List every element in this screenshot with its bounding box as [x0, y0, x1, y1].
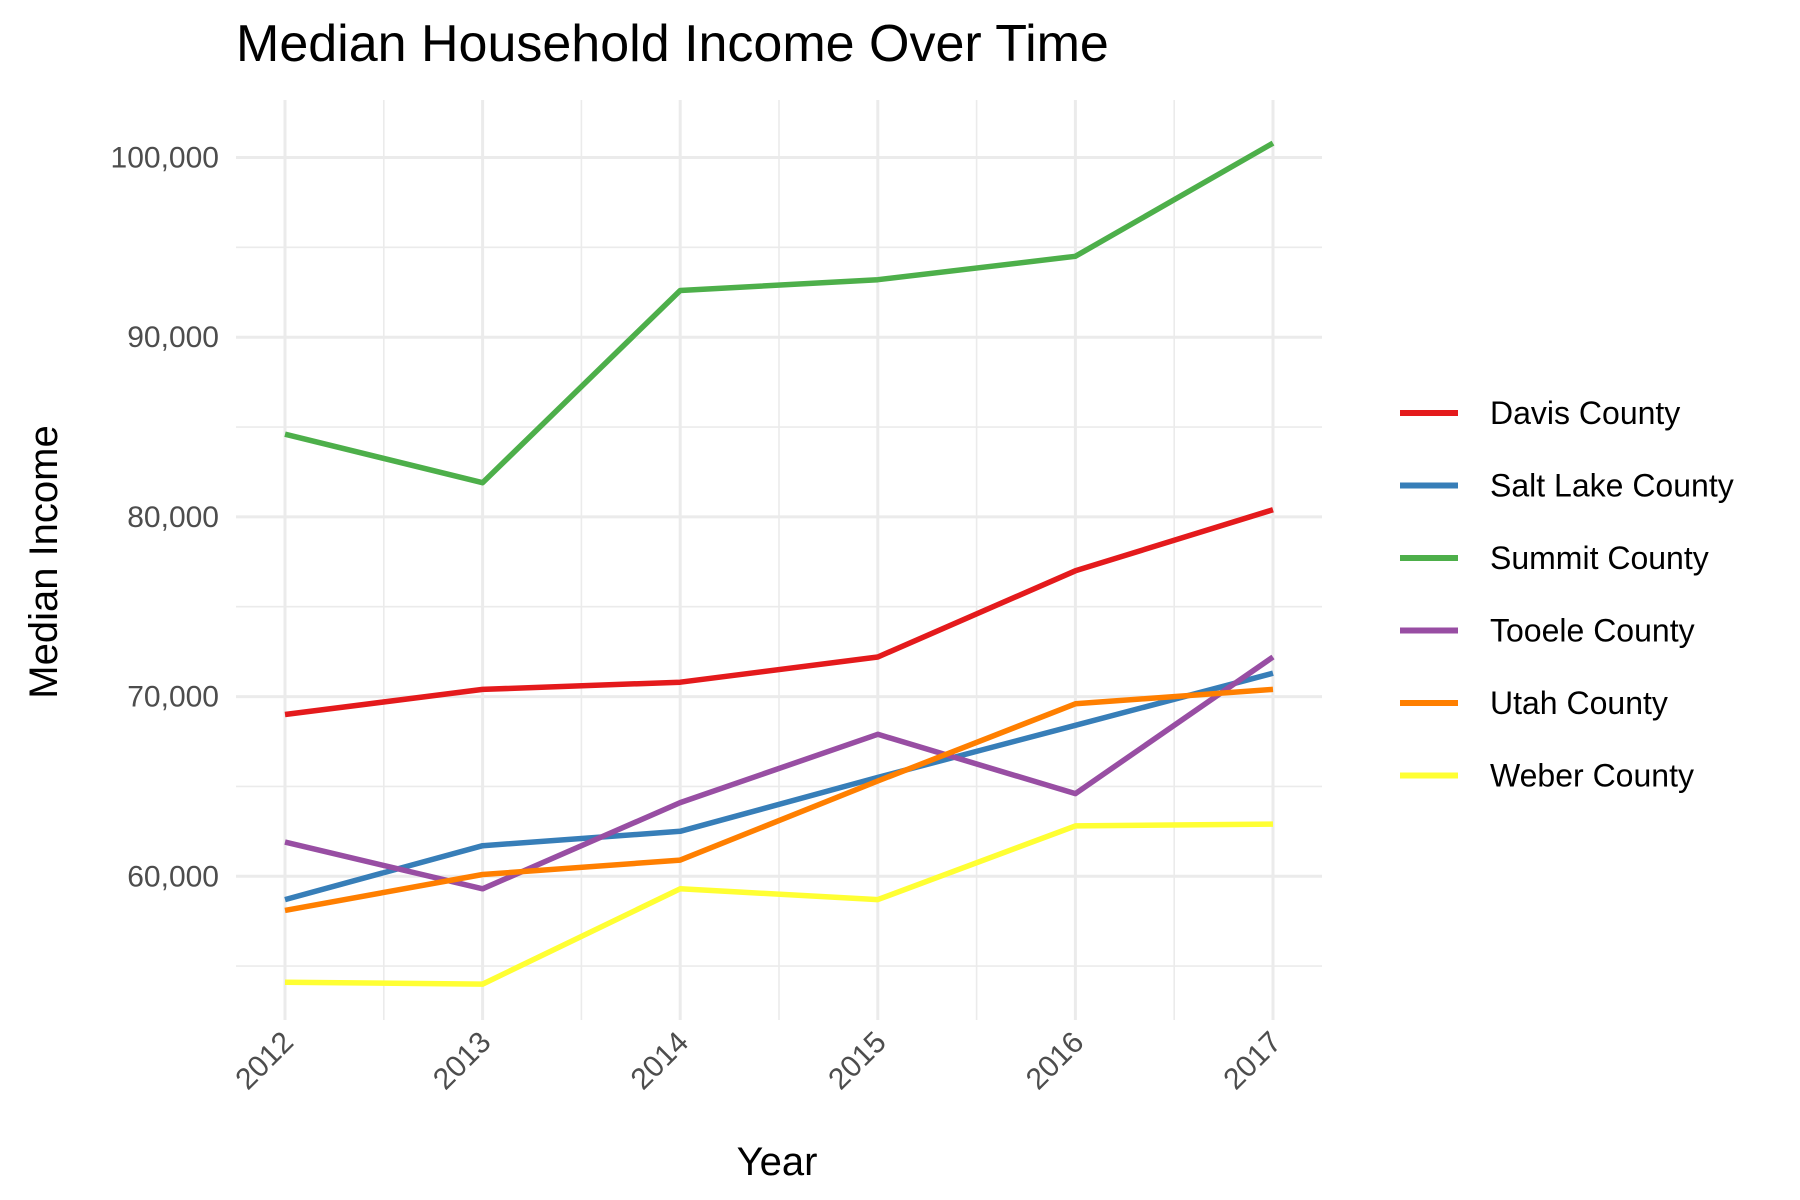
- y-tick-label: 80,000: [127, 501, 219, 534]
- y-axis-title: Median Income: [22, 425, 66, 698]
- legend-label-summit-county: Summit County: [1490, 540, 1709, 576]
- x-tick-label: 2014: [625, 1026, 696, 1097]
- x-tick-label: 2012: [229, 1026, 300, 1097]
- y-tick-label: 100,000: [111, 142, 219, 175]
- y-tick-label: 60,000: [127, 860, 219, 893]
- series-line-summit-county: [284, 140, 1275, 486]
- series-line-salt-lake-county: [284, 670, 1274, 903]
- x-axis-ticks: 2012 2013 2014 2015 2016 2017: [229, 1026, 1288, 1097]
- series-line-weber-county: [284, 821, 1274, 987]
- legend-label-salt-lake-county: Salt Lake County: [1490, 468, 1734, 504]
- series-line-utah-county: [284, 686, 1274, 914]
- x-tick-label: 2016: [1020, 1026, 1091, 1097]
- x-tick-label: 2013: [427, 1026, 498, 1097]
- grid: [236, 100, 1322, 1020]
- x-tick-label: 2017: [1217, 1026, 1288, 1097]
- legend-label-utah-county: Utah County: [1490, 685, 1668, 721]
- legend: Davis County Salt Lake County Summit Count…: [1400, 395, 1734, 794]
- y-tick-label: 90,000: [127, 321, 219, 354]
- series-line-davis-county: [284, 507, 1274, 718]
- legend-label-davis-county: Davis County: [1490, 395, 1680, 431]
- legend-label-tooele-county: Tooele County: [1490, 613, 1695, 649]
- y-tick-label: 70,000: [127, 681, 219, 714]
- chart-title: Median Household Income Over Time: [236, 15, 1109, 73]
- x-axis-title: Year: [737, 1140, 818, 1184]
- y-axis-ticks: 60,000 70,000 80,000 90,000 100,000: [111, 142, 219, 894]
- legend-label-weber-county: Weber County: [1490, 758, 1694, 794]
- series-lines: [284, 140, 1275, 987]
- x-tick-label: 2015: [822, 1026, 893, 1097]
